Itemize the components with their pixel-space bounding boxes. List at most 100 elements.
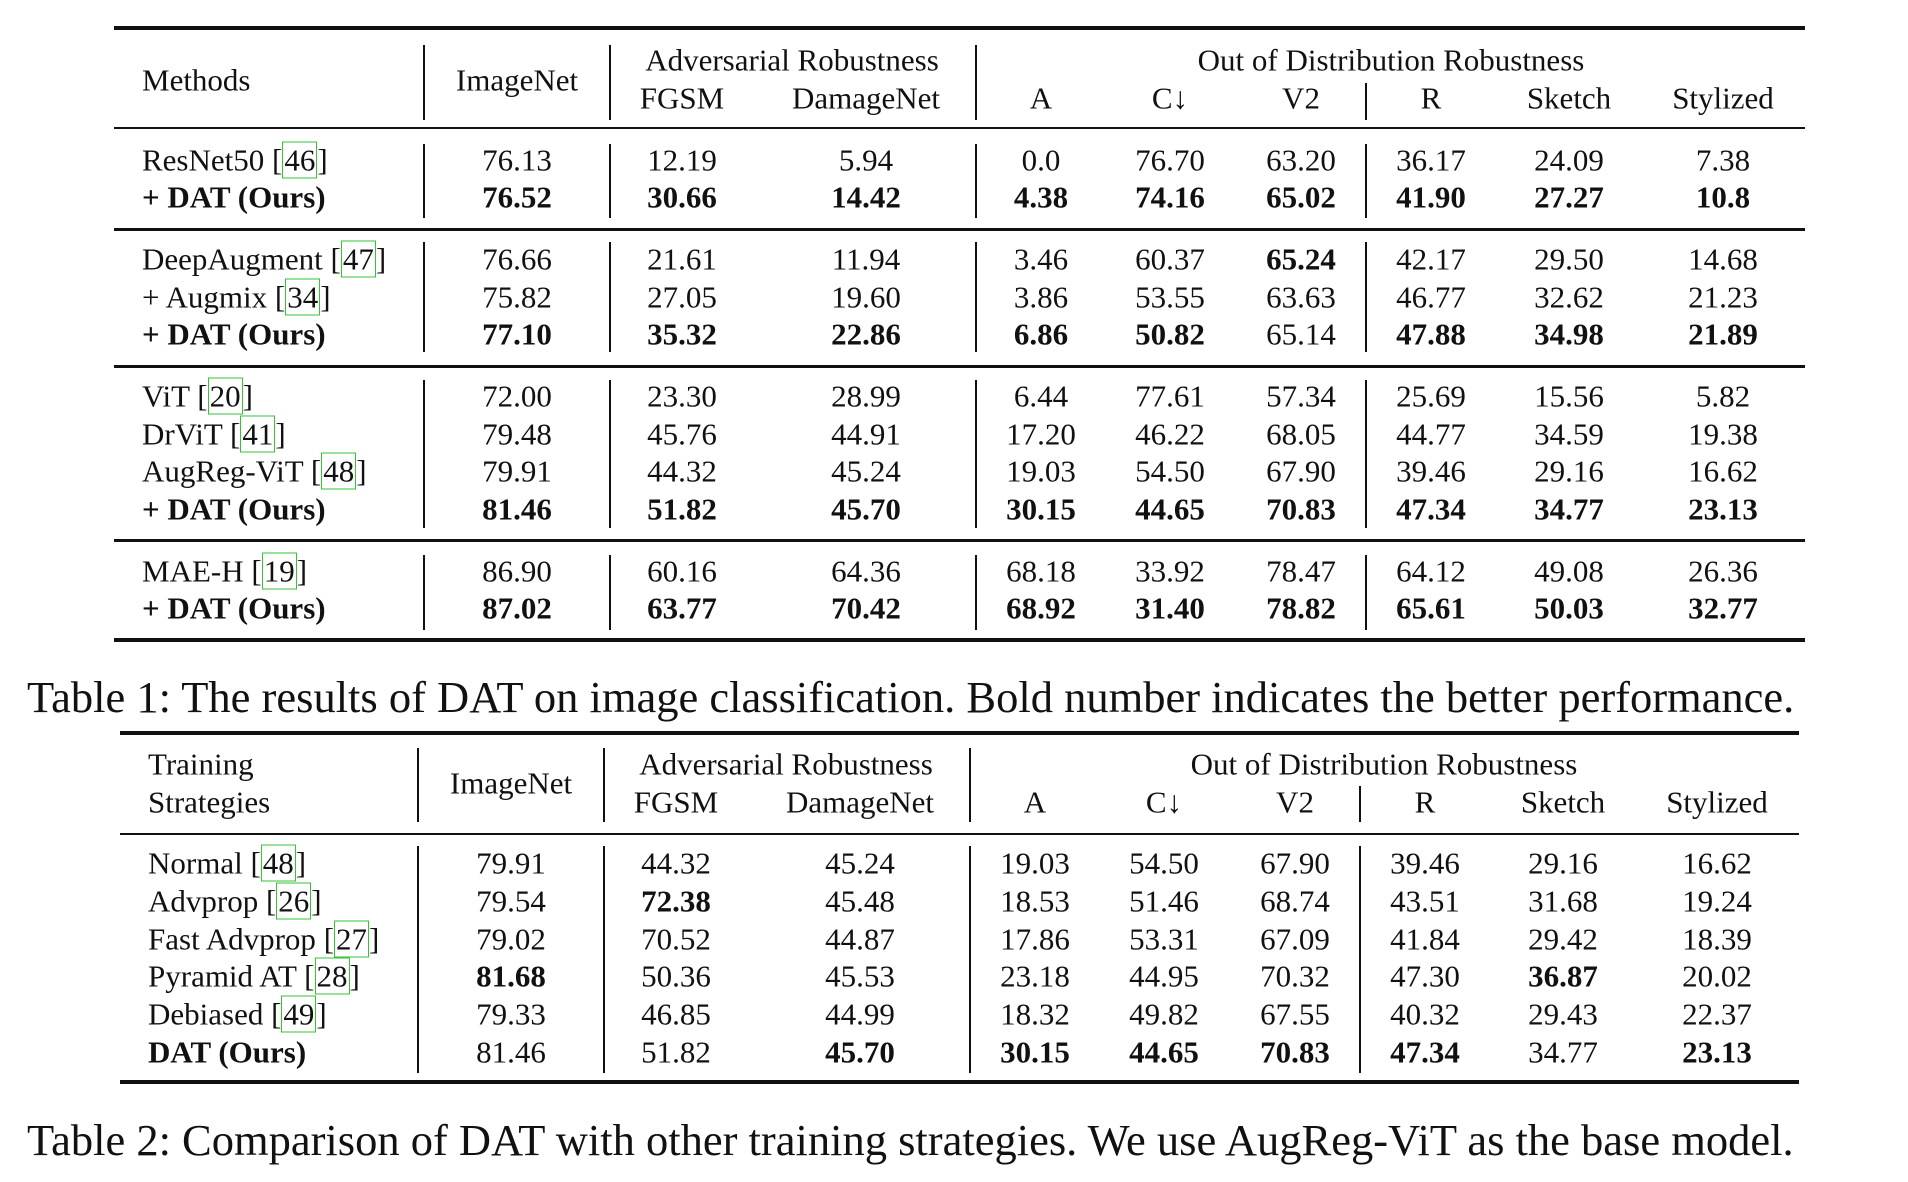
table-cell: 54.50 — [1135, 453, 1205, 489]
table-cell: 19.03 — [1000, 845, 1070, 881]
column-divider — [1365, 144, 1367, 218]
method-label: DAT (Ours) — [148, 1034, 307, 1070]
training-header: Training — [148, 746, 254, 782]
table-cell: 44.99 — [825, 996, 895, 1032]
table-cell: 33.92 — [1135, 553, 1205, 589]
citation-link[interactable]: 47 — [340, 240, 376, 278]
column-divider — [975, 45, 977, 120]
table-cell: 18.32 — [1000, 996, 1070, 1032]
method-label: Normal — [148, 845, 243, 881]
table-cell: 36.87 — [1528, 958, 1598, 994]
method-name: + DAT (Ours) — [142, 182, 326, 213]
subcolumn-header: Stylized — [1672, 80, 1774, 116]
table-cell: 53.55 — [1135, 279, 1205, 315]
table-cell: 44.77 — [1396, 416, 1466, 452]
table-cell: 30.15 — [1000, 1034, 1070, 1070]
table-cell: 16.62 — [1682, 845, 1752, 881]
citation-link[interactable]: 49 — [281, 995, 317, 1033]
subcolumn-header: DamageNet — [785, 784, 935, 820]
table-cell: 12.19 — [647, 142, 717, 178]
table-cell: 17.20 — [1006, 416, 1076, 452]
table-cell: 63.20 — [1266, 142, 1336, 178]
table-cell: 67.09 — [1260, 921, 1330, 957]
table-cell: 21.61 — [647, 241, 717, 277]
table-cell: 50.03 — [1534, 590, 1604, 626]
table-cell: 20.02 — [1682, 958, 1752, 994]
citation-link[interactable]: 20 — [207, 377, 243, 415]
table-cell: 65.24 — [1266, 241, 1336, 277]
table-cell: 6.86 — [1013, 316, 1069, 352]
subcolumn-header: Sketch — [1526, 80, 1612, 116]
citation-link[interactable]: 48 — [260, 844, 296, 882]
citation-link[interactable]: 34 — [285, 278, 321, 316]
table-cell: 6.44 — [1013, 378, 1069, 414]
table-cell: 5.82 — [1695, 378, 1751, 414]
table-cell: 74.16 — [1135, 179, 1205, 215]
subcolumn-header: V2 — [1276, 784, 1314, 820]
table-cell: 60.16 — [647, 553, 717, 589]
table-cell: 67.90 — [1260, 845, 1330, 881]
subcolumn-header: A — [1023, 784, 1047, 820]
citation-link[interactable]: 41 — [240, 415, 276, 453]
method-label: MAE-H — [142, 553, 244, 589]
method-label: + DAT (Ours) — [142, 316, 326, 352]
table-cell: 68.05 — [1266, 416, 1336, 452]
table-cell: 0.0 — [1021, 142, 1061, 178]
column-divider — [609, 380, 611, 528]
table-cell: 23.13 — [1688, 491, 1758, 527]
table-cell: 70.32 — [1260, 958, 1330, 994]
citation-link[interactable]: 48 — [321, 452, 357, 490]
table-cell: 35.32 — [647, 316, 717, 352]
method-name: AugReg-ViT [48] — [142, 452, 367, 490]
method-label: Pyramid AT — [148, 958, 297, 994]
table-cell: 79.91 — [476, 845, 546, 881]
method-name: + DAT (Ours) — [142, 494, 326, 525]
table-cell: 44.91 — [831, 416, 901, 452]
table-cell: 19.60 — [831, 279, 901, 315]
citation-link[interactable]: 19 — [261, 552, 297, 590]
table-cell: 65.14 — [1266, 316, 1336, 352]
table-cell: 76.13 — [482, 142, 552, 178]
subcolumn-header: R — [1414, 784, 1436, 820]
table-cell: 23.13 — [1682, 1034, 1752, 1070]
table-cell: 31.40 — [1135, 590, 1205, 626]
table-cell: 51.82 — [647, 491, 717, 527]
citation-link[interactable]: 46 — [282, 141, 318, 179]
table-cell: 79.48 — [482, 416, 552, 452]
table-caption: Table 2: Comparison of DAT with other tr… — [27, 1114, 1794, 1165]
table-cell: 76.52 — [482, 179, 552, 215]
table-cell: 3.46 — [1013, 241, 1069, 277]
table-cell: 21.23 — [1688, 279, 1758, 315]
column-divider — [1365, 83, 1367, 120]
table-cell: 70.42 — [831, 590, 901, 626]
table-cell: 87.02 — [482, 590, 552, 626]
table-cell: 44.87 — [825, 921, 895, 957]
table-cell: 32.62 — [1534, 279, 1604, 315]
table-cell: 81.68 — [476, 958, 546, 994]
table-rule — [114, 538, 1805, 542]
table-cell: 86.90 — [482, 553, 552, 589]
table-cell: 50.82 — [1135, 316, 1205, 352]
table-cell: 17.86 — [1000, 921, 1070, 957]
column-divider — [423, 242, 425, 352]
citation-link[interactable]: 27 — [334, 920, 370, 958]
table-rule — [114, 364, 1805, 368]
method-name: DrViT [41] — [142, 415, 286, 453]
table-cell: 77.61 — [1135, 378, 1205, 414]
table-cell: 32.77 — [1688, 590, 1758, 626]
table-cell: 47.30 — [1390, 958, 1460, 994]
table-cell: 18.39 — [1682, 921, 1752, 957]
table-cell: 5.94 — [838, 142, 894, 178]
table-rule — [120, 731, 1799, 735]
table-cell: 44.95 — [1129, 958, 1199, 994]
table-cell: 53.31 — [1129, 921, 1199, 957]
table-cell: 29.43 — [1528, 996, 1598, 1032]
table-cell: 18.53 — [1000, 883, 1070, 919]
table-cell: 68.18 — [1006, 553, 1076, 589]
column-divider — [603, 846, 605, 1073]
citation-link[interactable]: 26 — [276, 882, 312, 920]
citation-link[interactable]: 28 — [314, 957, 350, 995]
subcolumn-header: A — [1029, 80, 1053, 116]
column-divider — [1359, 786, 1361, 822]
table-cell: 34.59 — [1534, 416, 1604, 452]
